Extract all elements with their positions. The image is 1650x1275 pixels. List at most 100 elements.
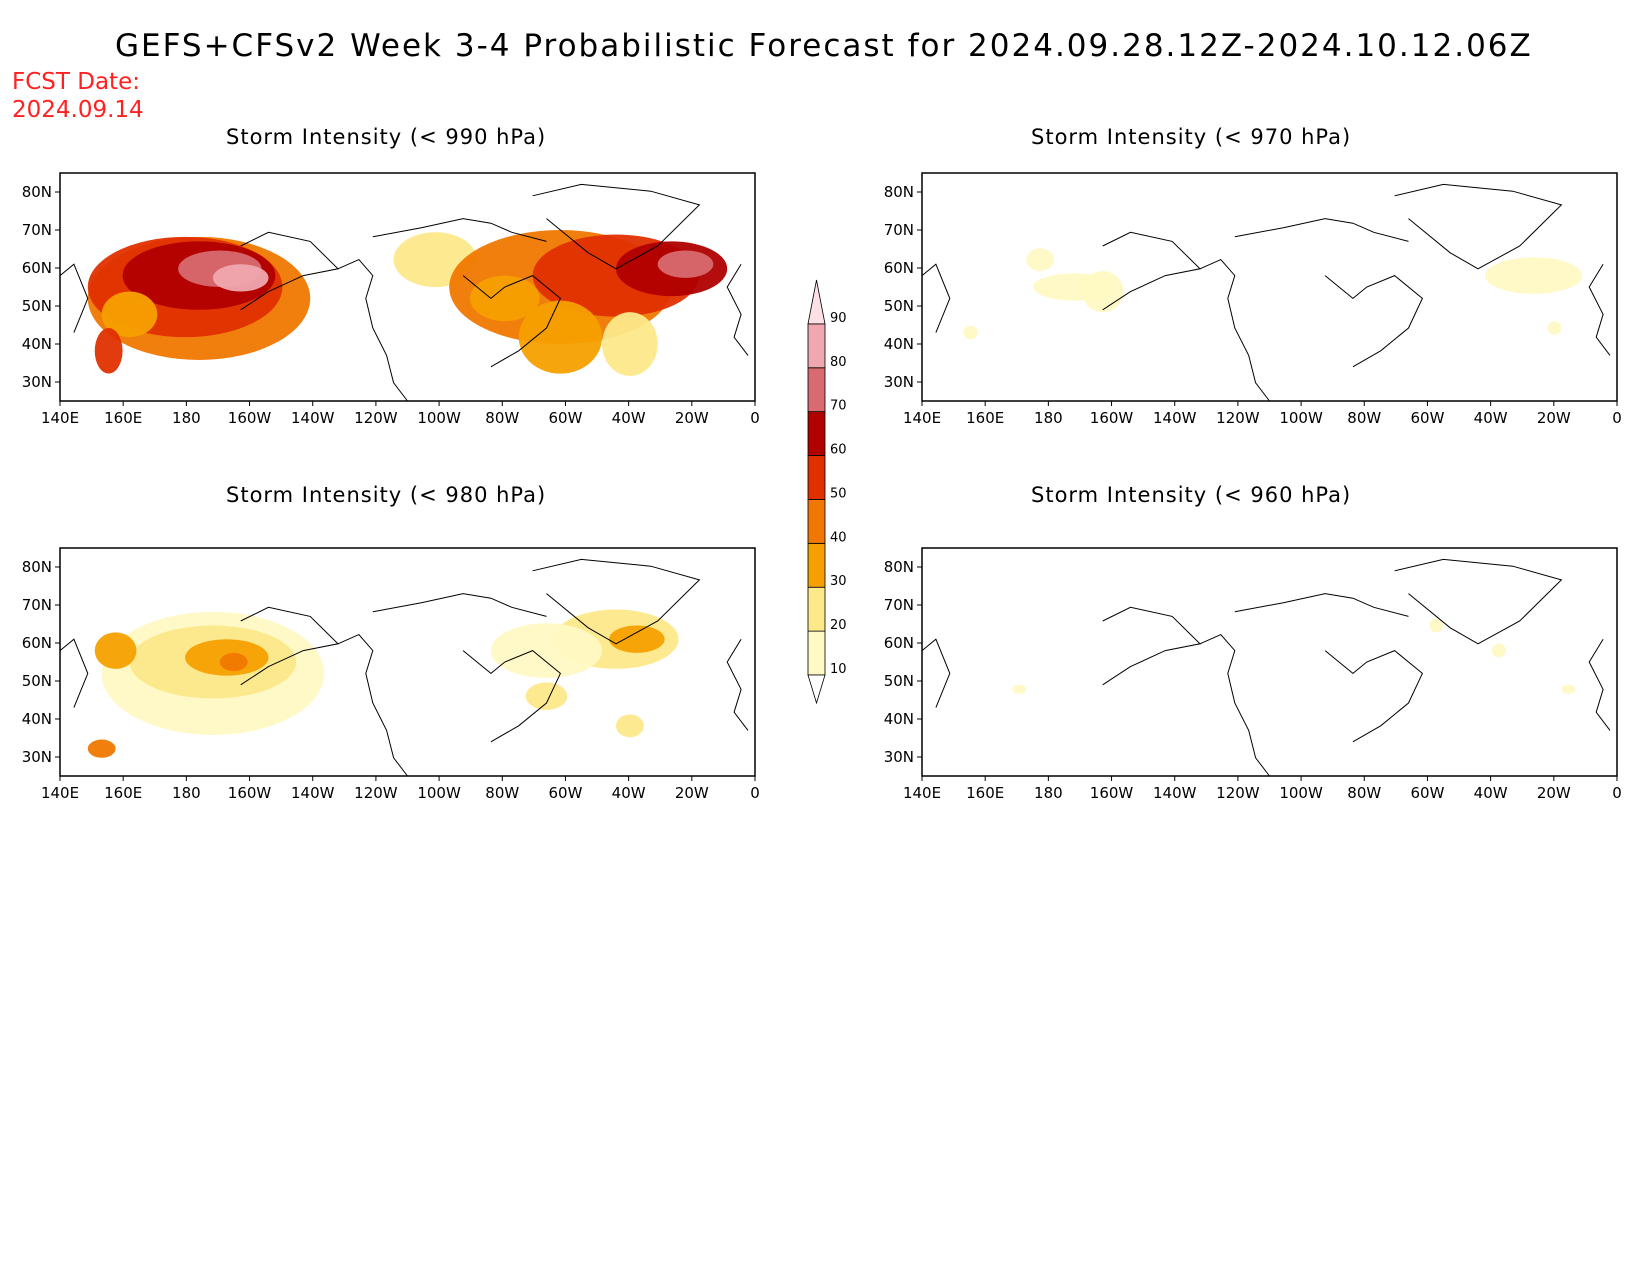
probability-shading bbox=[518, 300, 603, 374]
lon-tick-label: 160E bbox=[966, 784, 1004, 802]
panel-title-970: Storm Intensity (< 970 hPa) bbox=[1031, 125, 1352, 149]
lat-tick-label: 70N bbox=[22, 596, 52, 614]
probability-shading bbox=[525, 682, 568, 710]
coastline bbox=[240, 231, 340, 311]
coastline bbox=[337, 633, 408, 777]
panel-title-990: Storm Intensity (< 990 hPa) bbox=[226, 125, 547, 149]
lon-tick-label: 20W bbox=[1537, 409, 1571, 427]
lon-tick-label: 20W bbox=[675, 784, 709, 802]
lon-tick-label: 160E bbox=[104, 409, 142, 427]
colorbar-swatch bbox=[807, 630, 826, 676]
lat-tick-label: 40N bbox=[884, 335, 914, 353]
lon-tick-label: 40W bbox=[612, 784, 646, 802]
lon-tick-label: 100W bbox=[417, 784, 461, 802]
lon-tick-label: 120W bbox=[354, 409, 398, 427]
coastline bbox=[59, 638, 89, 708]
lon-tick-label: 160W bbox=[1090, 784, 1134, 802]
lon-tick-label: 0 bbox=[750, 784, 760, 802]
colorbar-swatch bbox=[807, 586, 826, 632]
colorbar-level-label: 40 bbox=[830, 530, 847, 545]
coastline bbox=[1102, 231, 1202, 311]
colorbar-swatch bbox=[807, 367, 826, 413]
lon-tick-label: 120W bbox=[1216, 409, 1260, 427]
probability-shading bbox=[101, 291, 158, 338]
lon-tick-label: 0 bbox=[1612, 784, 1622, 802]
coastline bbox=[1394, 183, 1563, 270]
map-panel-990: 140E 160E 180 160W 140W 120W 100W 80W 60W 40W 20W 0… bbox=[22, 172, 760, 427]
probability-shading bbox=[94, 632, 137, 669]
lon-tick-label: 80W bbox=[1347, 409, 1381, 427]
lat-tick-label: 80N bbox=[22, 183, 52, 201]
lon-tick-label: 180 bbox=[1034, 784, 1063, 802]
coastline bbox=[337, 258, 408, 402]
lat-tick-label: 70N bbox=[884, 596, 914, 614]
lon-tick-label: 140E bbox=[903, 409, 941, 427]
colorbar-level-label: 30 bbox=[830, 574, 847, 589]
lat-tick-label: 30N bbox=[22, 373, 52, 391]
coastline bbox=[59, 263, 89, 333]
lon-tick-label: 160E bbox=[966, 409, 1004, 427]
lon-tick-label: 160E bbox=[104, 784, 142, 802]
lat-tick-label: 50N bbox=[884, 297, 914, 315]
colorbar-swatch bbox=[807, 499, 826, 544]
coastline bbox=[532, 558, 701, 645]
lat-tick-label: 80N bbox=[884, 558, 914, 576]
coastline bbox=[1234, 593, 1409, 617]
lon-tick-label: 140E bbox=[41, 784, 79, 802]
coastline bbox=[1102, 606, 1202, 686]
lon-tick-label: 100W bbox=[1279, 784, 1323, 802]
probability-shading bbox=[1026, 248, 1055, 272]
map-frame bbox=[921, 172, 1618, 402]
lon-tick-label: 180 bbox=[172, 409, 201, 427]
lat-tick-label: 50N bbox=[884, 672, 914, 690]
probability-shading bbox=[470, 275, 540, 322]
map-panel-970: 140E 160E 180 160W 140W 120W 100W 80W 60W 40W 20W 0… bbox=[884, 172, 1622, 427]
lon-tick-label: 180 bbox=[1034, 409, 1063, 427]
lon-tick-label: 80W bbox=[485, 409, 519, 427]
lon-tick-label: 60W bbox=[1410, 784, 1444, 802]
coastline bbox=[462, 275, 562, 368]
probability-shading bbox=[616, 714, 644, 738]
lon-tick-label: 100W bbox=[1279, 409, 1323, 427]
colorbar-swatch bbox=[807, 542, 826, 588]
lon-tick-label: 40W bbox=[1474, 784, 1508, 802]
lat-tick-label: 30N bbox=[22, 748, 52, 766]
colorbar-level-label: 10 bbox=[830, 662, 847, 677]
colorbar-swatch bbox=[807, 411, 826, 456]
coastline bbox=[1324, 650, 1424, 743]
forecast-date: FCST Date: 2024.09.14 bbox=[12, 68, 144, 124]
lon-tick-label: 140W bbox=[291, 784, 335, 802]
coastline bbox=[372, 218, 547, 242]
map-panel-980: 140E 160E 180 160W 140W 120W 100W 80W 60W 40W 20W 0… bbox=[22, 547, 760, 802]
lon-tick-label: 20W bbox=[675, 409, 709, 427]
coastline bbox=[532, 183, 701, 270]
coastline bbox=[1588, 263, 1611, 356]
probability-shading bbox=[1429, 618, 1444, 633]
probability-shading bbox=[490, 623, 603, 678]
forecast-date-label: FCST Date: bbox=[12, 69, 140, 95]
colorbar-legend: 10 20 30 40 50 60 70 80 90 bbox=[807, 279, 847, 705]
lat-tick-label: 80N bbox=[22, 558, 52, 576]
probability-shading bbox=[1081, 271, 1124, 313]
lat-tick-label: 70N bbox=[22, 221, 52, 239]
lon-tick-label: 140W bbox=[1153, 784, 1197, 802]
coastline bbox=[1588, 638, 1611, 731]
coastline bbox=[1199, 258, 1270, 402]
map-frame bbox=[59, 172, 756, 402]
lon-tick-label: 140W bbox=[1153, 409, 1197, 427]
probability-shading bbox=[1484, 257, 1583, 294]
lon-tick-label: 20W bbox=[1537, 784, 1571, 802]
lon-tick-label: 160W bbox=[1090, 409, 1134, 427]
lon-tick-label: 160W bbox=[228, 409, 272, 427]
lat-tick-label: 60N bbox=[884, 259, 914, 277]
lat-tick-label: 40N bbox=[22, 710, 52, 728]
lon-tick-label: 60W bbox=[548, 784, 582, 802]
probability-shading bbox=[219, 652, 248, 672]
colorbar-level-label: 90 bbox=[830, 311, 847, 326]
panel-title-980: Storm Intensity (< 980 hPa) bbox=[226, 483, 547, 507]
coastline bbox=[1394, 558, 1563, 645]
colorbar-level-label: 50 bbox=[830, 486, 847, 501]
coastline bbox=[462, 650, 562, 743]
lon-tick-label: 120W bbox=[354, 784, 398, 802]
lat-tick-label: 50N bbox=[22, 672, 52, 690]
